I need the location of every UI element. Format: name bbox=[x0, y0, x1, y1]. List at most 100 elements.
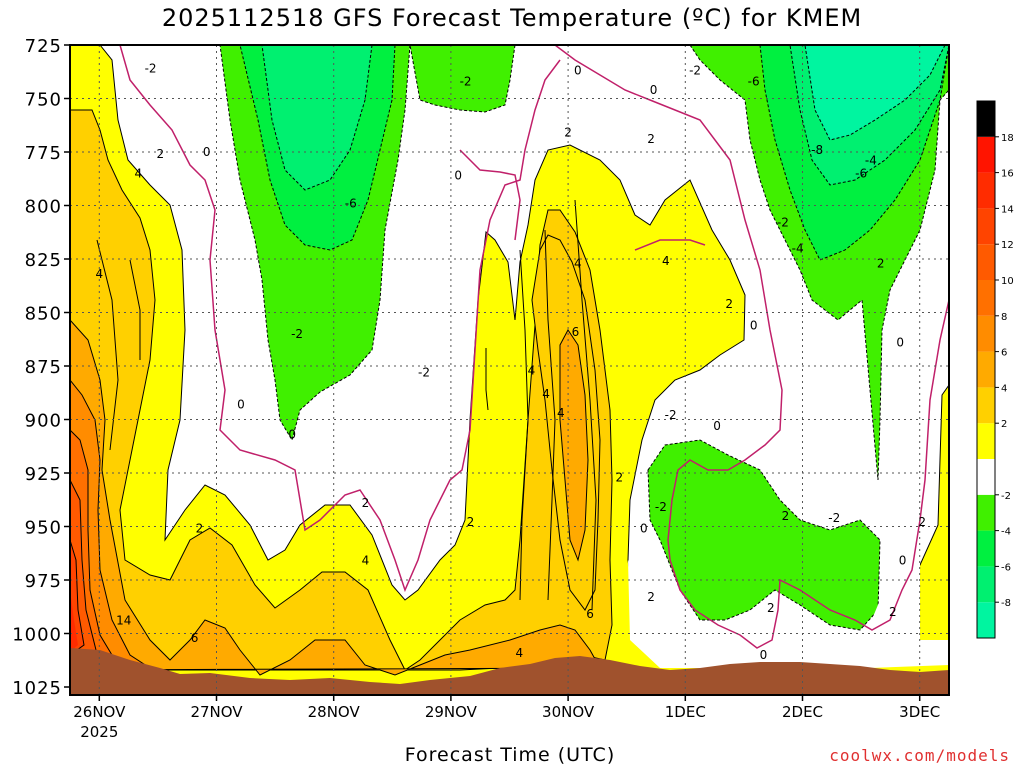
contour-label: -2 bbox=[665, 408, 677, 422]
x-tick-label: 3DEC bbox=[899, 703, 940, 721]
contour-label: 2 bbox=[767, 601, 775, 615]
contour-label: -4 bbox=[865, 154, 877, 168]
colorbar-swatch bbox=[977, 423, 995, 459]
contour-label: 2 bbox=[918, 515, 926, 529]
colorbar-tick-label: 4 bbox=[1001, 383, 1007, 394]
contour-label: 0 bbox=[454, 169, 462, 183]
contour-label: 2 bbox=[362, 496, 370, 510]
colorbar-tick-label: 14 bbox=[1001, 204, 1014, 215]
contour-label: 0 bbox=[640, 522, 648, 536]
contour-label: -6 bbox=[855, 166, 867, 180]
credit-text[interactable]: coolwx.com/models bbox=[829, 746, 1010, 765]
contour-label: -4 bbox=[792, 241, 804, 255]
colorbar-tick-label: -2 bbox=[1001, 491, 1011, 502]
zero-contour-b bbox=[554, 45, 949, 649]
colorbar-swatch bbox=[977, 315, 995, 352]
x-tick-label: 2DEC bbox=[782, 703, 823, 721]
x-axis: 26NOV 2025 27NOV 28NOV 29NOV 30NOV 1DEC 2DEC 3DE… bbox=[73, 695, 940, 741]
y-tick-label: 725 bbox=[25, 36, 62, 57]
contour-label: 2 bbox=[877, 256, 885, 270]
zero-contour-a bbox=[119, 45, 561, 593]
contour-label: 4 bbox=[542, 387, 550, 401]
contour-label: 0 bbox=[237, 398, 245, 412]
contour-label: -6 bbox=[345, 196, 357, 210]
zero-contour-c bbox=[459, 149, 521, 241]
contour-label: 4 bbox=[362, 554, 370, 568]
y-tick-label: 825 bbox=[25, 250, 62, 271]
contour-label: 2 bbox=[725, 297, 733, 311]
contour-label: 2 bbox=[616, 470, 624, 484]
plot-frame bbox=[69, 44, 950, 696]
cold-region-aloft-29nov bbox=[409, 45, 516, 113]
y-axis: 725 750 775 800 825 850 875 900 925 950 975 1000 102… bbox=[12, 36, 70, 699]
colorbar-tick-label: 10 bbox=[1001, 276, 1014, 287]
warm-contour-5 bbox=[96, 239, 119, 451]
warm-contour-3 bbox=[574, 199, 597, 611]
contour-label: 2 bbox=[467, 515, 475, 529]
colorbar-tick-label: 6 bbox=[1001, 348, 1007, 359]
contour-label: -8 bbox=[811, 143, 823, 157]
band-6-8 bbox=[70, 319, 601, 676]
colorbar-swatch bbox=[977, 136, 995, 173]
contour-label: -2 bbox=[655, 500, 667, 514]
contour-label: 4 bbox=[95, 267, 103, 281]
colorbar: -8 -6 -4 -2 2 4 6 8 10 12 14 16 18 bbox=[976, 100, 1014, 639]
contour-label: 6 bbox=[191, 631, 199, 645]
contour-label: -2 bbox=[460, 74, 472, 88]
contour-label: 0 bbox=[896, 335, 904, 349]
contour-label: 2 bbox=[196, 522, 204, 536]
colorbar-swatch bbox=[977, 494, 995, 531]
colorbar-tick-label: 12 bbox=[1001, 240, 1014, 251]
band-16-18 bbox=[70, 590, 78, 652]
zero-contour-d bbox=[634, 239, 706, 251]
contour-label: 6 bbox=[586, 607, 594, 621]
colorbar-tick-label: 2 bbox=[1001, 419, 1007, 430]
contour-label: -2 bbox=[828, 511, 840, 525]
colorbar-frame bbox=[976, 100, 996, 639]
ground-surface bbox=[70, 648, 949, 695]
colorbar-swatch bbox=[977, 351, 995, 388]
colorbar-swatch bbox=[977, 244, 995, 280]
warm-contour-4 bbox=[485, 348, 489, 411]
x-tick-label: 29NOV bbox=[425, 703, 478, 721]
contour-label: -2 bbox=[418, 365, 430, 379]
x-tick-label: 1DEC bbox=[665, 703, 706, 721]
zero-contours bbox=[119, 45, 949, 649]
contour-label: -2 bbox=[689, 64, 701, 78]
x-tick-label: 27NOV bbox=[190, 703, 243, 721]
contour-label: 2 bbox=[782, 509, 790, 523]
colorbar-tick-label: 18 bbox=[1001, 133, 1014, 144]
colorbar-swatch bbox=[977, 208, 995, 245]
contour-label: 2 bbox=[564, 126, 572, 140]
warm-contour-6 bbox=[129, 259, 141, 360]
core-6-8 bbox=[559, 329, 589, 562]
colorbar-swatch bbox=[977, 387, 995, 424]
contour-label: -2 bbox=[777, 216, 789, 230]
warm-contour-2 bbox=[544, 229, 556, 601]
gridlines bbox=[70, 45, 949, 695]
band-white-lowright bbox=[628, 560, 949, 668]
y-tick-label: 850 bbox=[25, 304, 62, 325]
x-tick-sublabel: 2025 bbox=[80, 723, 118, 741]
x-tick-label: 28NOV bbox=[308, 703, 361, 721]
contour-labels: -2-200-2-62 2-8-4-62 04 0-6-2-42444206-20-2… bbox=[95, 62, 926, 662]
contour-label: 14 bbox=[116, 614, 131, 628]
colorbar-swatch bbox=[977, 602, 995, 638]
colorbar-swatch bbox=[977, 530, 995, 567]
contour-label: 0 bbox=[750, 318, 758, 332]
contour-label: 0 bbox=[760, 648, 768, 662]
x-axis-title: Forecast Time (UTC) bbox=[404, 744, 616, 766]
contour-label: 4 bbox=[528, 363, 536, 377]
y-tick-label: 1025 bbox=[12, 678, 62, 699]
colorbar-swatch bbox=[977, 459, 995, 495]
y-tick-label: 925 bbox=[25, 464, 62, 485]
contour-label: 4 bbox=[662, 254, 670, 268]
contour-label: 0 bbox=[713, 419, 721, 433]
y-tick-label: 1000 bbox=[12, 625, 62, 646]
contour-label: -2 bbox=[291, 327, 303, 341]
y-tick-label: 775 bbox=[25, 143, 62, 164]
contour-label: 0 bbox=[574, 64, 582, 78]
x-tick-label: 30NOV bbox=[542, 703, 595, 721]
contour-label: 2 bbox=[889, 605, 897, 619]
